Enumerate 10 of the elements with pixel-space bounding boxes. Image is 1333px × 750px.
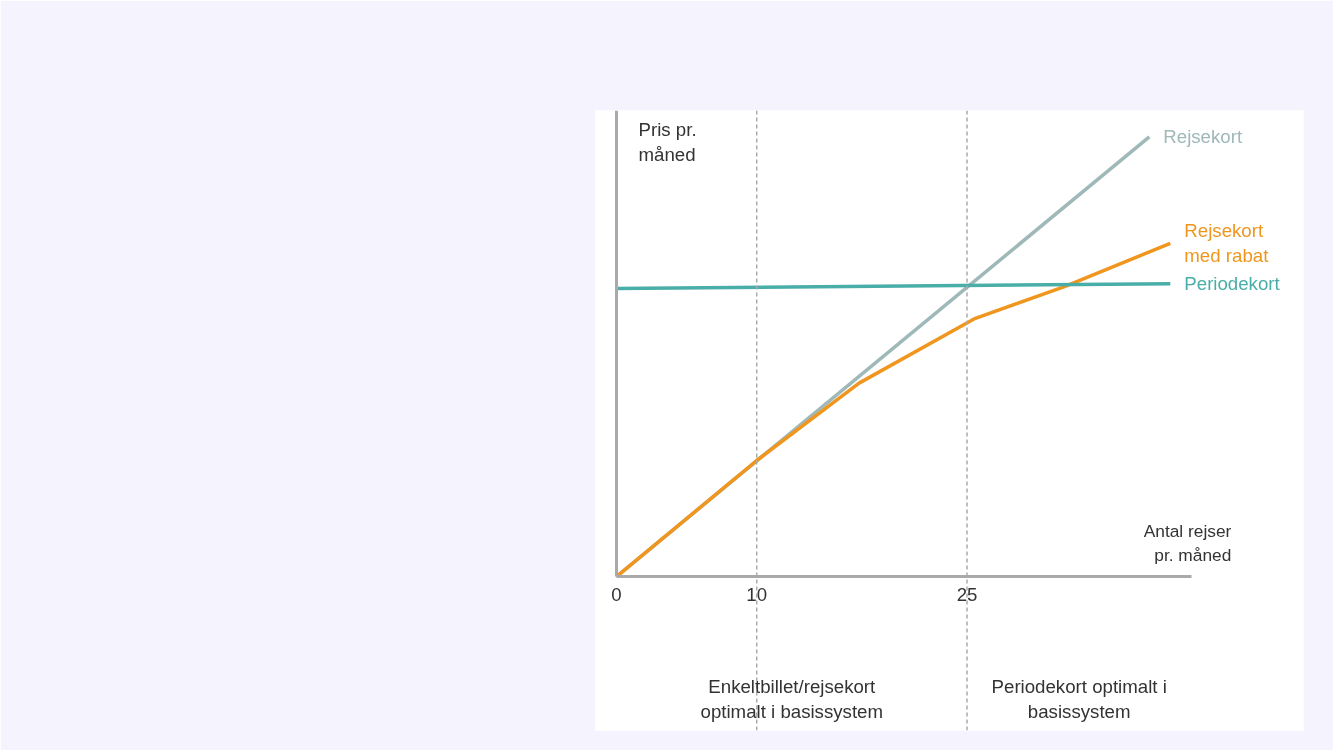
x-tick-label: 25 [956, 583, 978, 605]
text: Periodekort optimalt i basissystem [991, 676, 1167, 723]
x-axis-title: Antal rejser pr. måned [1143, 520, 1232, 565]
text: Enkeltbillet/rejsekort optimalt i basissystem [700, 676, 884, 723]
x-tick-label: 0 [611, 583, 622, 605]
series-label: Rejsekort med rabat [1184, 220, 1270, 267]
series-label: Periodekort [1184, 273, 1281, 295]
x-tick-label: 10 [746, 583, 768, 605]
series-label: Rejsekort [1163, 126, 1243, 148]
y-axis-title: Pris pr. måned [638, 118, 697, 165]
